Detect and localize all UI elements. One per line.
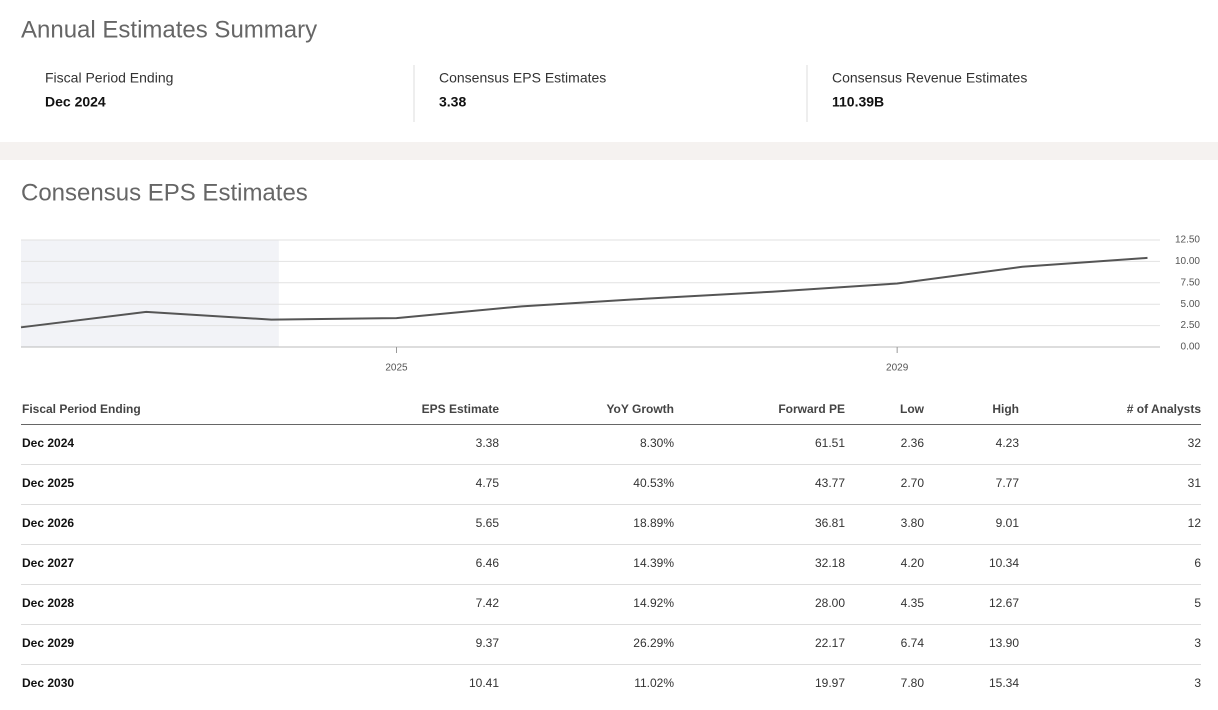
table-cell: 19.97 [815, 676, 845, 690]
table-header: Fiscal Period Ending [22, 402, 141, 416]
table-header: EPS Estimate [422, 402, 500, 416]
table-cell: 8.30% [640, 436, 674, 450]
table-cell: 36.81 [815, 516, 845, 530]
table-cell: 14.39% [633, 556, 674, 570]
table-cell: 6.74 [901, 636, 925, 650]
row-label: Dec 2024 [22, 436, 74, 450]
table-cell: 18.89% [633, 516, 674, 530]
table-cell: 31 [1188, 476, 1202, 490]
table-cell: 13.90 [989, 636, 1019, 650]
table-cell: 7.80 [901, 676, 925, 690]
table-cell: 10.34 [989, 556, 1019, 570]
table-cell: 4.23 [996, 436, 1020, 450]
table-cell: 7.42 [476, 596, 500, 610]
table-cell: 15.34 [989, 676, 1019, 690]
x-tick-label: 2025 [385, 363, 408, 374]
summary-label: Consensus EPS Estimates [439, 70, 606, 86]
table-cell: 6.46 [476, 556, 500, 570]
table-cell: 5.65 [476, 516, 500, 530]
table-cell: 5 [1194, 596, 1201, 610]
table-header: High [992, 402, 1019, 416]
table-header: Forward PE [778, 402, 845, 416]
row-label: Dec 2025 [22, 476, 74, 490]
table-cell: 4.35 [901, 596, 925, 610]
table-cell: 3.80 [901, 516, 925, 530]
table-cell: 6 [1194, 556, 1201, 570]
row-label: Dec 2029 [22, 636, 74, 650]
table-cell: 9.01 [996, 516, 1020, 530]
table-header: Low [900, 402, 925, 416]
summary-value: Dec 2024 [45, 94, 106, 110]
eps-line [20, 256, 1148, 329]
table-cell: 9.37 [476, 636, 500, 650]
y-tick-label: 0.00 [1181, 342, 1201, 353]
shaded-region [21, 240, 279, 347]
summary-label: Fiscal Period Ending [45, 70, 173, 86]
summary-value: 110.39B [832, 94, 884, 110]
row-label: Dec 2030 [22, 676, 74, 690]
table-cell: 7.77 [996, 476, 1020, 490]
table-header: # of Analysts [1127, 402, 1202, 416]
table-cell: 32.18 [815, 556, 845, 570]
table-cell: 40.53% [633, 476, 674, 490]
table-cell: 11.02% [634, 676, 674, 690]
row-label: Dec 2027 [22, 556, 74, 570]
eps-title: Consensus EPS Estimates [21, 179, 308, 206]
section-divider [0, 142, 1218, 160]
y-tick-label: 7.50 [1181, 277, 1201, 288]
row-label: Dec 2028 [22, 596, 74, 610]
summary-label: Consensus Revenue Estimates [832, 70, 1027, 86]
table-cell: 12.67 [989, 596, 1019, 610]
summary-value: 3.38 [439, 94, 466, 110]
table-cell: 61.51 [815, 436, 845, 450]
table-cell: 2.36 [901, 436, 925, 450]
y-tick-label: 10.00 [1175, 256, 1200, 267]
table-cell: 3 [1194, 676, 1201, 690]
row-label: Dec 2026 [22, 516, 74, 530]
table-cell: 14.92% [633, 596, 674, 610]
table-cell: 28.00 [815, 596, 845, 610]
table-cell: 32 [1188, 436, 1202, 450]
y-tick-label: 2.50 [1181, 320, 1201, 331]
table-cell: 43.77 [815, 476, 845, 490]
table-cell: 22.17 [815, 636, 845, 650]
table-cell: 26.29% [633, 636, 674, 650]
table-header: YoY Growth [606, 402, 674, 416]
y-tick-label: 12.50 [1175, 235, 1200, 246]
table-cell: 3 [1194, 636, 1201, 650]
table-cell: 3.38 [476, 436, 500, 450]
table-cell: 4.75 [476, 476, 500, 490]
summary-title: Annual Estimates Summary [21, 16, 317, 43]
y-tick-label: 5.00 [1181, 299, 1201, 310]
x-tick-label: 2029 [886, 363, 909, 374]
table-cell: 12 [1188, 516, 1202, 530]
table-cell: 2.70 [901, 476, 925, 490]
table-cell: 10.41 [469, 676, 499, 690]
table-cell: 4.20 [901, 556, 925, 570]
